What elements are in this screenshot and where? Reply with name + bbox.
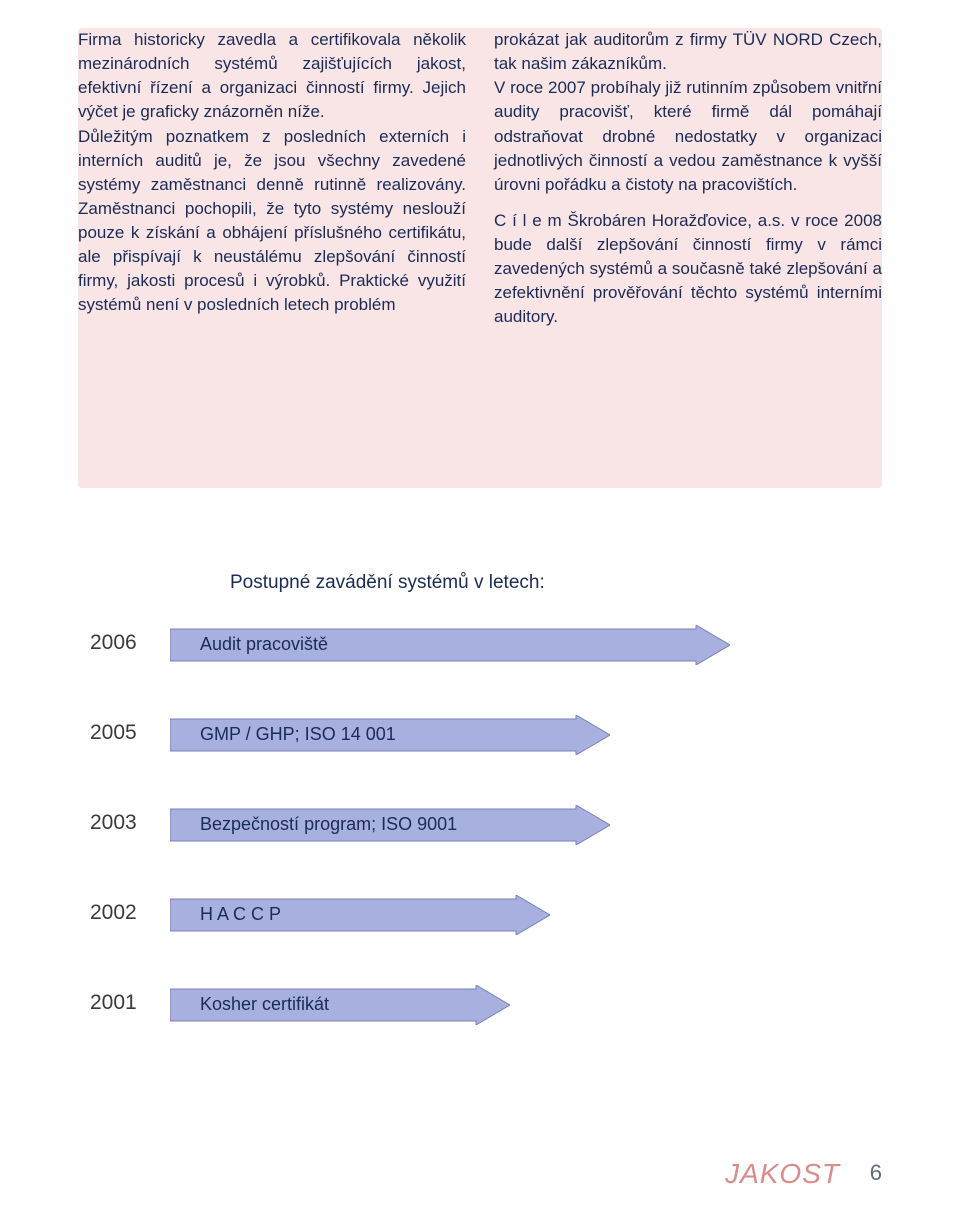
footer-section-label: JAKOST (725, 1158, 840, 1190)
timeline-arrow-label: Kosher certifikát (200, 994, 329, 1015)
footer-page-number: 6 (870, 1160, 882, 1186)
right-column-text: prokázat jak auditorům z firmy TÜV NORD … (494, 28, 882, 329)
timeline-year: 2006 (90, 631, 137, 655)
timeline-arrow-label: Bezpečností program; ISO 9001 (200, 814, 457, 835)
timeline-year: 2002 (90, 901, 137, 925)
timeline-year: 2003 (90, 811, 137, 835)
timeline-year: 2001 (90, 991, 137, 1015)
footer-page-bg (848, 1150, 888, 1192)
timeline-arrow-label: Audit pracoviště (200, 634, 328, 655)
timeline-title: Postupné zavádění systémů v letech: (230, 572, 545, 594)
timeline-year: 2005 (90, 721, 137, 745)
timeline-arrow-label: H A C C P (200, 904, 281, 925)
highlighted-text-box: Firma historicky zavedla a certifikovala… (78, 28, 882, 488)
left-column-text: Firma historicky zavedla a certifikovala… (78, 28, 466, 329)
timeline-arrow-label: GMP / GHP; ISO 14 001 (200, 724, 396, 745)
